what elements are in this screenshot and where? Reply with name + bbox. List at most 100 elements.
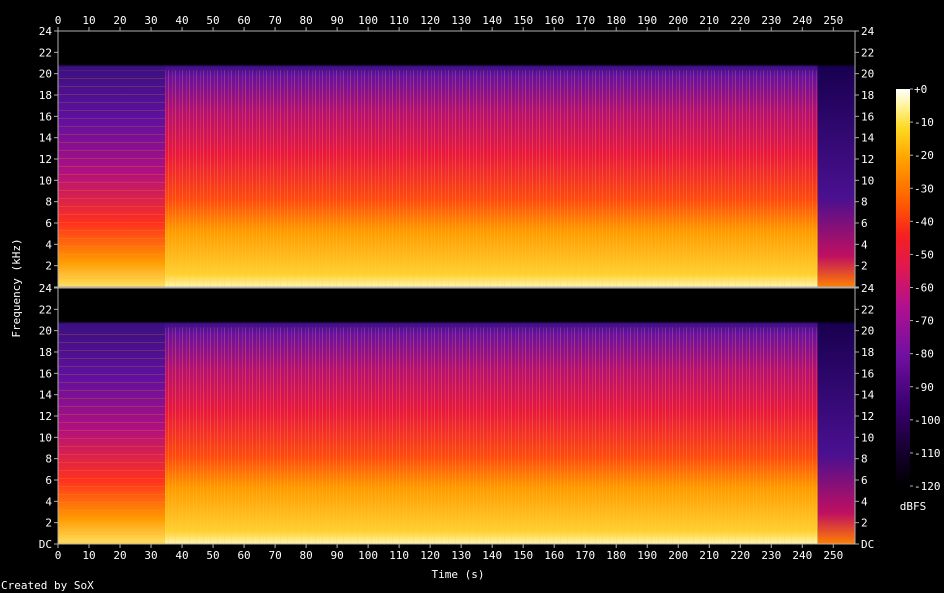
x-tick-label: 80 xyxy=(299,549,312,562)
y-tick-label: 6 xyxy=(45,217,52,230)
x-tick-label: 150 xyxy=(513,549,533,562)
x-tick-label: 60 xyxy=(237,549,250,562)
colorbar-tick-label: -50 xyxy=(914,248,934,261)
x-tick-label: 140 xyxy=(482,14,502,27)
y-tick-label: 2 xyxy=(861,260,868,273)
x-tick-label: 50 xyxy=(206,14,219,27)
y-tick-label: 22 xyxy=(39,46,52,59)
x-tick-label: 30 xyxy=(144,549,157,562)
y-tick-label: 24 xyxy=(39,282,53,295)
y-tick-label: 8 xyxy=(45,196,52,209)
y-tick-label: 2 xyxy=(861,517,868,530)
y-tick-label: 22 xyxy=(861,46,874,59)
credit-text: Created by SoX xyxy=(1,579,94,592)
x-tick-label: 140 xyxy=(482,549,502,562)
x-tick-label: 180 xyxy=(606,14,626,27)
x-tick-label: 120 xyxy=(420,549,440,562)
y-axis-label: Frequency (kHz) xyxy=(10,238,23,337)
y-tick-label: 10 xyxy=(861,431,874,444)
colorbar-tick-label: -60 xyxy=(914,282,934,295)
x-tick-label: 150 xyxy=(513,14,533,27)
y-tick-label: 4 xyxy=(45,495,52,508)
y-tick-label: 2 xyxy=(45,260,52,273)
channel-panel-2 xyxy=(58,288,855,544)
x-tick-label: 250 xyxy=(823,549,843,562)
x-tick-label: 110 xyxy=(389,549,409,562)
colorbar-tick-label: +0 xyxy=(914,83,927,96)
x-tick-label: 170 xyxy=(575,14,595,27)
x-tick-label: 250 xyxy=(823,14,843,27)
x-tick-label: 190 xyxy=(637,14,657,27)
x-tick-label: 220 xyxy=(730,549,750,562)
x-tick-label: 240 xyxy=(792,549,812,562)
y-tick-label: 4 xyxy=(861,238,868,251)
x-tick-label: 160 xyxy=(544,549,564,562)
x-tick-label: 10 xyxy=(82,14,95,27)
x-tick-label: 100 xyxy=(358,14,378,27)
x-tick-label: 70 xyxy=(268,14,281,27)
y-tick-label: 8 xyxy=(861,453,868,466)
x-tick-label: 160 xyxy=(544,14,564,27)
x-tick-label: 200 xyxy=(668,14,688,27)
x-tick-label: 0 xyxy=(55,549,62,562)
colorbar-tick-label: -110 xyxy=(914,447,941,460)
y-tick-label: 20 xyxy=(39,68,52,81)
x-tick-label: 40 xyxy=(175,14,188,27)
x-tick-label: 50 xyxy=(206,549,219,562)
y-tick-label: 14 xyxy=(39,132,53,145)
y-tick-label: 22 xyxy=(861,303,874,316)
y-tick-label: 12 xyxy=(861,410,874,423)
y-tick-label: 12 xyxy=(39,410,52,423)
y-tick-label: 16 xyxy=(861,367,874,380)
y-tick-label: 20 xyxy=(861,68,874,81)
y-tick-label: 12 xyxy=(39,153,52,166)
x-tick-label: 230 xyxy=(761,549,781,562)
y-tick-label: 4 xyxy=(45,238,52,251)
colorbar-tick-label: -40 xyxy=(914,215,934,228)
x-tick-label: 210 xyxy=(699,14,719,27)
y-tick-label: 14 xyxy=(861,389,875,402)
segment-outro xyxy=(817,31,855,287)
colorbar-tick-label: -90 xyxy=(914,381,934,394)
x-tick-label: 130 xyxy=(451,14,471,27)
y-tick-label: 24 xyxy=(39,25,53,38)
y-tick-label: 20 xyxy=(39,325,52,338)
y-tick-label: 14 xyxy=(39,389,53,402)
y-tick-label: 10 xyxy=(861,174,874,187)
colorbar-tick-label: -80 xyxy=(914,348,934,361)
x-tick-label: 20 xyxy=(113,14,126,27)
y-tick-label: 16 xyxy=(861,110,874,123)
segment-outro xyxy=(817,288,855,544)
x-tick-label: 90 xyxy=(330,549,343,562)
x-tick-label: 30 xyxy=(144,14,157,27)
y-tick-label: 18 xyxy=(39,89,52,102)
x-tick-label: 130 xyxy=(451,549,471,562)
colorbar: +0 -10 -20 -30 -40 -50 -60 -70 -80 -90 -100 -110 -12… xyxy=(896,83,941,493)
y-tick-label: 24 xyxy=(861,282,875,295)
y-tick-label: 14 xyxy=(861,132,875,145)
x-tick-label: 180 xyxy=(606,549,626,562)
y-tick-label: 6 xyxy=(45,474,52,487)
x-tick-label: 230 xyxy=(761,14,781,27)
x-tick-label: 220 xyxy=(730,14,750,27)
x-tick-label: 210 xyxy=(699,549,719,562)
y-tick-label: 24 xyxy=(861,25,875,38)
x-tick-label: 70 xyxy=(268,549,281,562)
y-tick-label: 12 xyxy=(861,153,874,166)
colorbar-tick-label: -120 xyxy=(914,480,941,493)
y-tick-label: DC xyxy=(861,538,874,551)
y-tick-label: 18 xyxy=(39,346,52,359)
x-axis-label: Time (s) xyxy=(432,568,485,581)
y-tick-label: 10 xyxy=(39,431,52,444)
x-tick-label: 170 xyxy=(575,549,595,562)
y-tick-label: 20 xyxy=(861,325,874,338)
x-tick-label: 10 xyxy=(82,549,95,562)
x-tick-label: 40 xyxy=(175,549,188,562)
y-tick-label: 16 xyxy=(39,367,52,380)
y-tick-label: DC xyxy=(39,538,52,551)
colorbar-gradient xyxy=(896,89,910,486)
x-tick-label: 100 xyxy=(358,549,378,562)
x-tick-label: 80 xyxy=(299,14,312,27)
